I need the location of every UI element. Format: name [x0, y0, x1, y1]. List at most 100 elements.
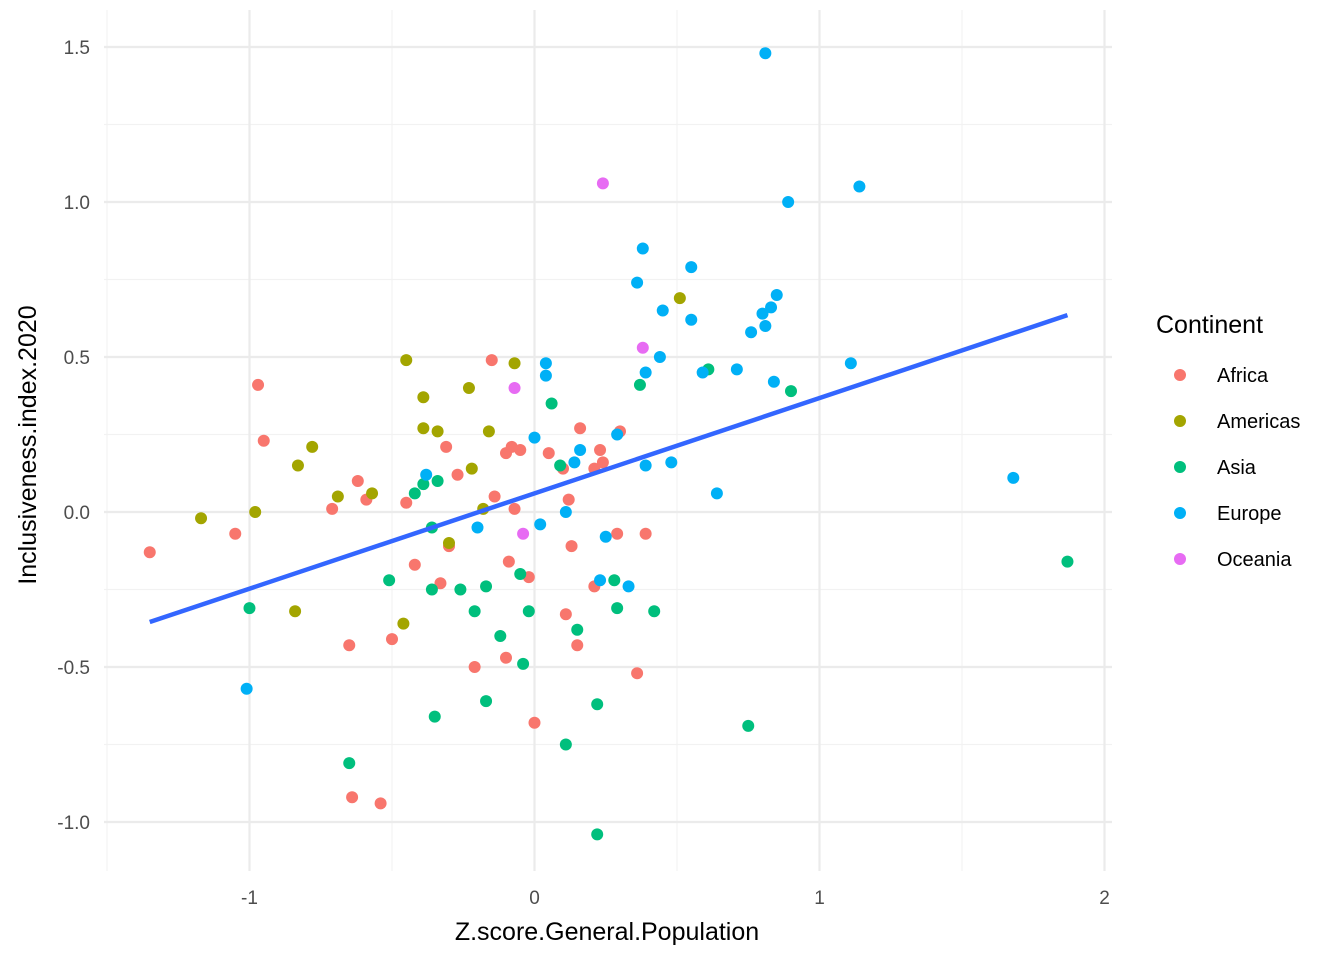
point-africa [488, 490, 501, 503]
point-africa [514, 444, 527, 456]
major-gridlines [104, 10, 1112, 871]
point-europe [745, 326, 758, 339]
point-europe [759, 47, 772, 60]
point-asia [648, 605, 661, 618]
point-europe [639, 366, 652, 379]
legend-label-asia: Asia [1217, 457, 1257, 479]
point-asia [428, 710, 441, 723]
point-europe [594, 574, 607, 587]
point-americas [249, 506, 262, 518]
point-oceania [596, 177, 609, 190]
point-americas [195, 512, 208, 525]
point-asia [591, 828, 604, 841]
point-asia [417, 478, 430, 491]
point-europe [622, 580, 635, 593]
point-europe [653, 351, 666, 363]
point-europe [770, 289, 783, 301]
point-africa [257, 434, 270, 447]
point-europe [685, 261, 698, 274]
point-africa [400, 496, 413, 509]
legend-key-oceania [1174, 553, 1186, 565]
point-europe [710, 487, 723, 500]
point-africa [562, 493, 575, 506]
point-europe [539, 357, 552, 370]
point-americas [462, 382, 475, 394]
legend-key-americas [1174, 415, 1186, 427]
data-points [143, 47, 1074, 841]
point-americas [397, 617, 410, 630]
point-africa [559, 608, 572, 621]
y-tick-label: -1.0 [57, 813, 90, 834]
point-africa [631, 667, 644, 680]
point-europe [420, 468, 433, 481]
point-europe [730, 363, 743, 376]
point-europe [534, 518, 547, 531]
point-asia [425, 583, 438, 596]
point-europe [756, 307, 769, 320]
point-americas [289, 605, 302, 618]
point-americas [417, 391, 430, 404]
legend-key-africa [1174, 369, 1186, 381]
point-africa [326, 502, 339, 515]
point-africa [571, 639, 584, 652]
point-europe [471, 521, 484, 534]
x-tick-label: 2 [1099, 888, 1110, 909]
point-europe [759, 320, 772, 332]
point-europe [240, 682, 253, 695]
point-americas [508, 357, 521, 370]
point-africa [500, 651, 512, 664]
point-asia [243, 602, 256, 615]
point-asia [468, 605, 481, 618]
point-asia [545, 397, 558, 410]
point-europe [696, 366, 709, 379]
point-asia [480, 580, 493, 593]
point-europe [1007, 471, 1020, 484]
legend-label-europe: Europe [1217, 503, 1282, 525]
point-asia [785, 385, 797, 398]
point-africa [343, 639, 356, 652]
point-americas [673, 292, 686, 305]
point-americas [482, 425, 495, 438]
point-europe [665, 456, 678, 469]
point-asia [554, 459, 567, 472]
legend-title: Continent [1156, 311, 1263, 339]
y-tick-label: -0.5 [57, 658, 90, 679]
point-europe [574, 444, 587, 456]
point-asia [494, 630, 507, 642]
point-asia [591, 698, 604, 711]
point-asia [343, 757, 356, 770]
legend-label-oceania: Oceania [1217, 549, 1292, 571]
point-africa [386, 633, 398, 646]
point-europe [539, 369, 552, 382]
point-americas [443, 537, 455, 549]
y-tick-label: 0.5 [64, 348, 90, 369]
point-oceania [517, 527, 530, 540]
point-europe [639, 459, 652, 472]
point-asia [454, 583, 467, 596]
point-africa [408, 558, 421, 571]
point-africa [594, 444, 607, 456]
point-asia [571, 623, 584, 636]
point-africa [434, 577, 447, 590]
y-tick-label: 0.0 [64, 503, 90, 524]
x-tick-label: 0 [529, 888, 540, 909]
x-axis-ticks: -1 0 1 2 [241, 888, 1110, 909]
x-axis-title: Z.score.General.Population [455, 918, 759, 946]
point-africa [574, 422, 587, 435]
point-africa [351, 475, 364, 487]
point-americas [366, 487, 379, 500]
point-asia [742, 719, 755, 732]
point-africa [468, 661, 481, 673]
point-asia [517, 657, 530, 670]
y-tick-label: 1.5 [64, 38, 90, 59]
point-europe [782, 196, 795, 208]
point-africa [596, 456, 609, 469]
point-africa [451, 468, 464, 481]
y-axis-ticks: -1.0 -0.5 0.0 0.5 1.0 1.5 [57, 38, 90, 834]
point-europe [611, 428, 624, 441]
point-africa [346, 791, 359, 804]
point-europe [568, 456, 581, 469]
point-asia [1061, 555, 1074, 568]
point-africa [542, 447, 555, 460]
